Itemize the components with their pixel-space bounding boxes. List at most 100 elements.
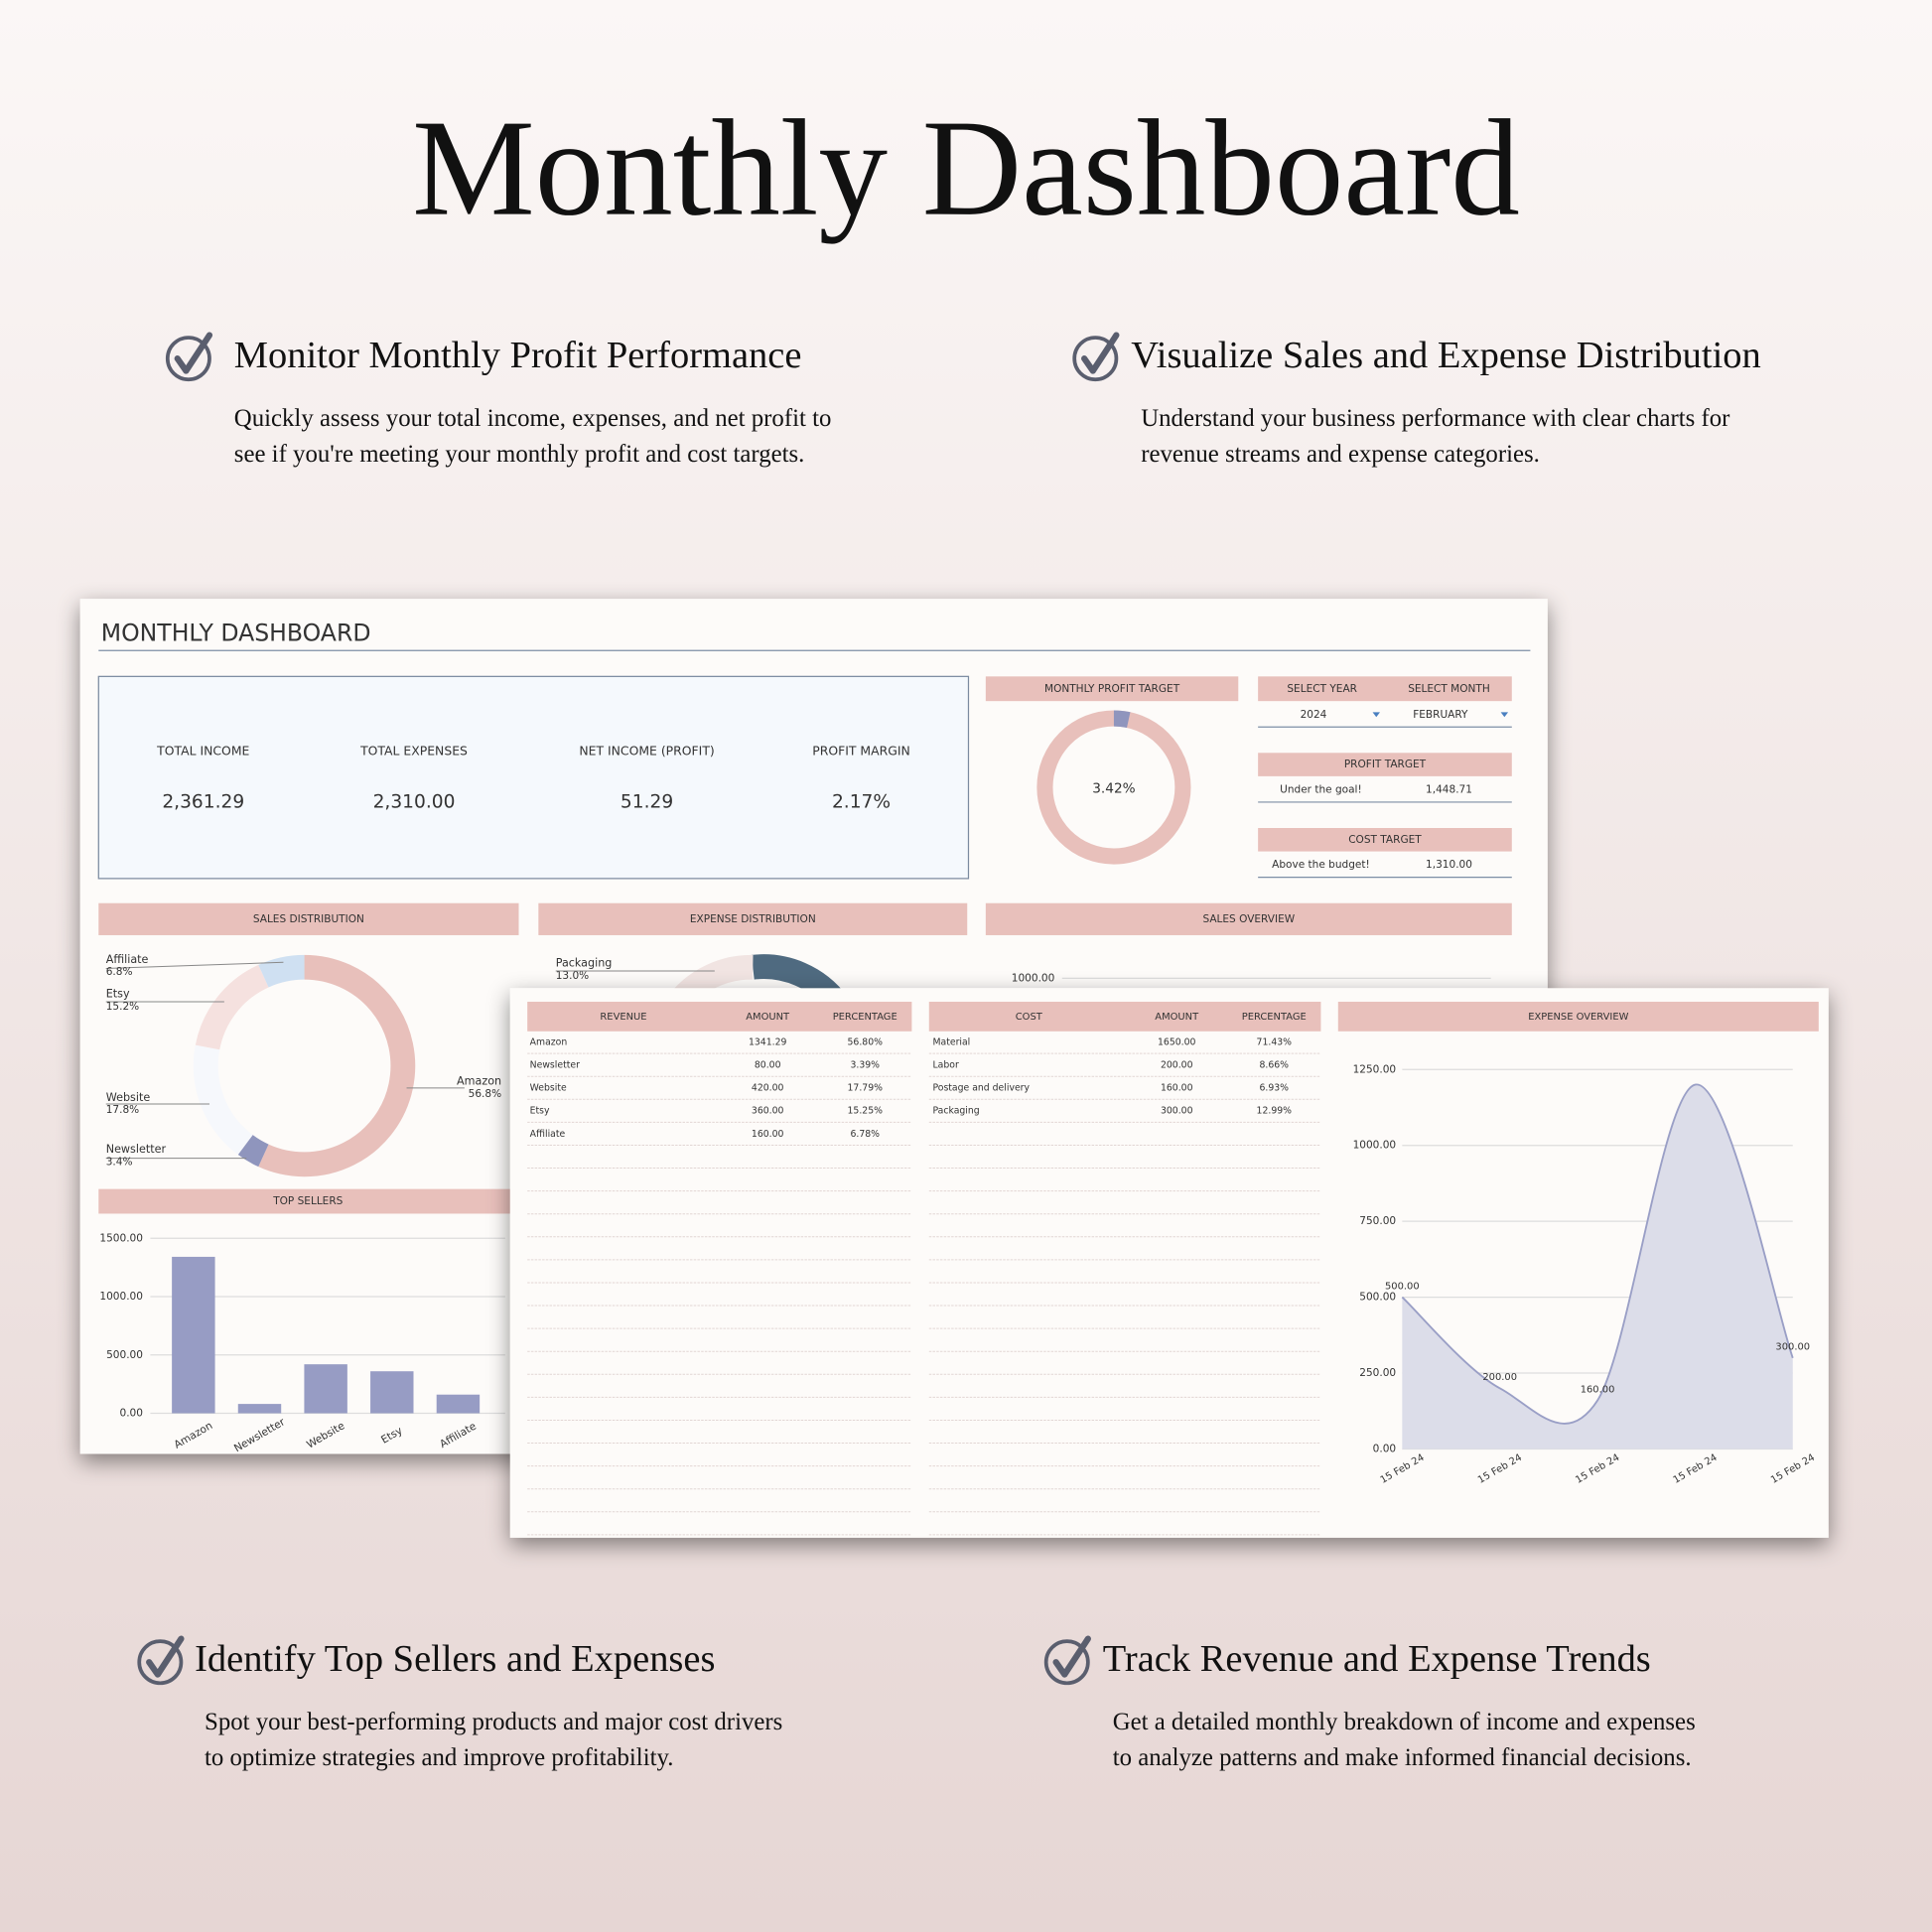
column-header: REVENUE [600, 1012, 646, 1023]
table-cell: Etsy [530, 1106, 550, 1117]
section-title: SALES OVERVIEW [1202, 913, 1295, 925]
check-icon [1072, 336, 1119, 382]
expense-label: Packaging [556, 957, 613, 970]
bar [237, 1404, 282, 1414]
feature-description: to optimize strategies and improve profi… [205, 1744, 673, 1771]
section-title: TOP SELLERS [272, 1195, 343, 1207]
y-tick-label: 0.00 [1373, 1443, 1396, 1454]
donut-label: Affiliate [106, 953, 149, 966]
kpi-label: PROFIT MARGIN [812, 744, 910, 759]
selector-label: SELECT MONTH [1408, 683, 1490, 695]
check-icon [1043, 1639, 1090, 1686]
table-cell: 200.00 [1161, 1060, 1193, 1071]
table-header [928, 1001, 1321, 1032]
table-cell: 3.39% [850, 1060, 880, 1071]
table-cell: 160.00 [752, 1129, 784, 1140]
check-icon [137, 1639, 184, 1686]
target-status: Above the budget! [1272, 859, 1370, 871]
donut-percent: 3.4% [106, 1156, 133, 1168]
table-cell: 71.43% [1257, 1036, 1293, 1047]
table-cell: 6.93% [1259, 1083, 1289, 1094]
y-tick-label: 1000.00 [1353, 1140, 1397, 1152]
donut-segment [258, 954, 416, 1177]
table-cell: 17.79% [848, 1083, 884, 1094]
table-cell: 15.25% [848, 1106, 884, 1117]
donut-percent: 15.2% [106, 1001, 139, 1013]
tables-window: REVENUE AMOUNT PERCENTAGE Amazon 1341.29 56.8… [509, 988, 1829, 1538]
donut-percent: 6.8% [106, 966, 133, 978]
dropdown-arrow [1372, 712, 1380, 718]
y-tick-label: 500.00 [106, 1349, 143, 1361]
bar [436, 1394, 481, 1414]
data-label: 200.00 [1482, 1372, 1517, 1383]
donut-segment [237, 1134, 269, 1168]
target-amount: 1,448.71 [1426, 784, 1472, 796]
kpi-box [97, 675, 970, 880]
column-header: AMOUNT [1155, 1012, 1199, 1023]
section-header [98, 902, 519, 935]
feature-description: see if you're meeting your monthly profi… [234, 441, 805, 468]
section-title: EXPENSE DISTRIBUTION [690, 913, 816, 925]
y-tick-label: 1000.00 [99, 1291, 143, 1303]
table-cell: Website [530, 1083, 567, 1094]
bar [304, 1364, 347, 1414]
leader-line [105, 961, 284, 969]
dropdown-arrow [1500, 712, 1509, 718]
section-title: SALES DISTRIBUTION [253, 913, 364, 925]
table-header [527, 1001, 912, 1032]
gauge-arc [1113, 710, 1131, 729]
check-mark [1052, 1635, 1091, 1678]
feature-description: Quickly assess your total income, expens… [234, 405, 832, 432]
dashboard-title: MONTHLY DASHBOARD [101, 620, 371, 647]
feature-title: Visualize Sales and Expense Distribution [1131, 335, 1760, 376]
section-header [1258, 828, 1512, 852]
column-header: PERCENTAGE [1242, 1012, 1307, 1023]
feature-title: Identify Top Sellers and Expenses [195, 1638, 715, 1680]
kpi-value: 2.17% [832, 791, 891, 812]
kpi-value: 51.29 [621, 791, 673, 812]
table-cell: 1650.00 [1158, 1036, 1196, 1047]
check-icon [165, 336, 211, 382]
donut-segment [193, 1044, 253, 1156]
section-header [1258, 753, 1512, 776]
feature-description: Spot your best-performing products and m… [205, 1709, 782, 1735]
data-label: 500.00 [1385, 1281, 1420, 1292]
y-tick-label: 750.00 [1359, 1215, 1396, 1227]
y-tick-label: 1500.00 [99, 1232, 143, 1244]
feature-title: Track Revenue and Expense Trends [1103, 1638, 1651, 1680]
column-header: AMOUNT [746, 1012, 790, 1023]
donut-label: Amazon [457, 1075, 501, 1088]
section-title: EXPENSE OVERVIEW [1528, 1012, 1628, 1023]
gauge-label: 3.42% [1092, 780, 1135, 796]
donut-label: Etsy [106, 988, 130, 1001]
area-line [1401, 1083, 1794, 1425]
y-tick-label: 500.00 [1359, 1292, 1396, 1304]
kpi-label: TOTAL EXPENSES [359, 744, 468, 759]
feature-description: to analyze patterns and make informed fi… [1113, 1744, 1692, 1771]
feature-title: Monitor Monthly Profit Performance [234, 335, 802, 376]
y-tick-label: 250.00 [1359, 1367, 1396, 1379]
table-cell: Postage and delivery [932, 1083, 1030, 1094]
y-tick-label: 1250.00 [1353, 1063, 1397, 1075]
section-title: PROFIT TARGET [1344, 759, 1427, 770]
section-header [98, 1188, 518, 1214]
kpi-value: 2,361.29 [162, 791, 244, 812]
table-cell: Material [932, 1036, 970, 1047]
feature-description: Get a detailed monthly breakdown of inco… [1113, 1709, 1696, 1735]
table-cell: 6.78% [850, 1129, 880, 1140]
table-cell: Amazon [530, 1036, 568, 1047]
donut-label: Newsletter [106, 1143, 167, 1156]
feature-description: Understand your business performance wit… [1141, 405, 1730, 432]
data-label: 300.00 [1775, 1342, 1810, 1353]
feature-description: revenue streams and expense categories. [1141, 441, 1540, 468]
table-cell: 1341.29 [749, 1036, 787, 1047]
section-header [985, 676, 1239, 702]
donut-segment [195, 964, 269, 1050]
y-tick-label: 0.00 [120, 1408, 143, 1420]
donut-segment [258, 954, 305, 988]
table-cell: 12.99% [1257, 1106, 1293, 1117]
data-label: 160.00 [1581, 1384, 1615, 1395]
section-header [538, 902, 968, 935]
area [1402, 1084, 1793, 1449]
